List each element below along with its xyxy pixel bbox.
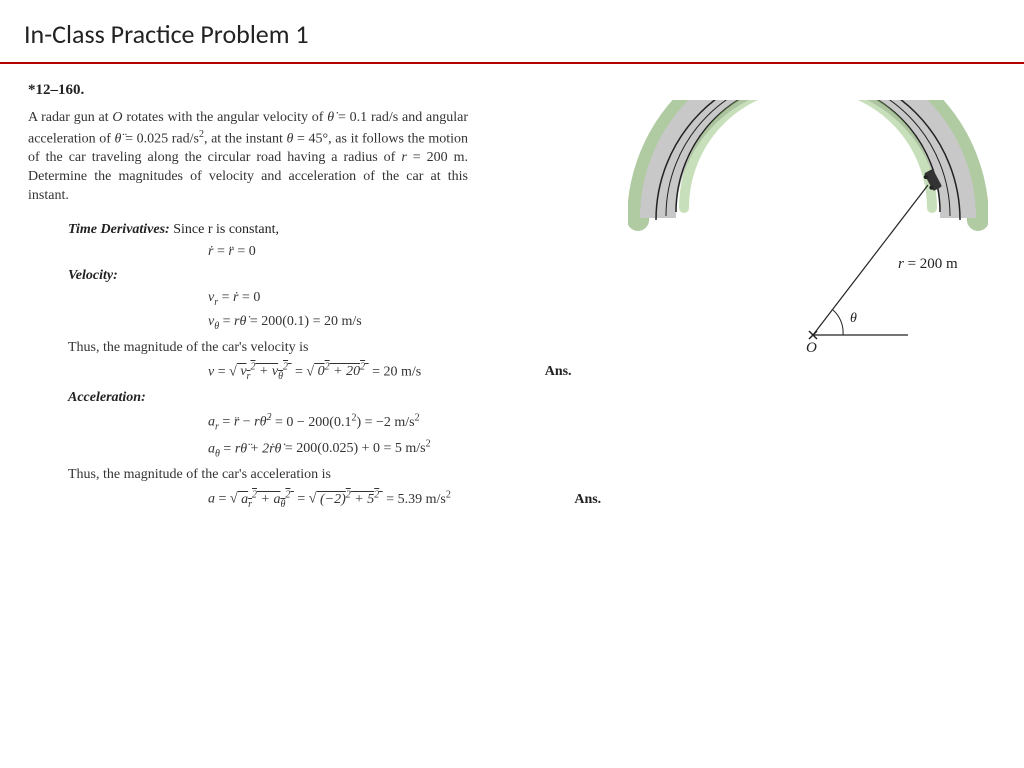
- content-area: *12–160. A radar gun at O rotates with t…: [0, 82, 1024, 516]
- eq-amag: a = √ ar2 + aθ2 = √ (−2)2 + 52 = 5.39 m/…: [208, 489, 608, 509]
- origin-label: O: [806, 340, 817, 356]
- eq-vtheta: vθ = rθ̇ = 200(0.1) = 20 m/s: [208, 314, 608, 332]
- solution-column: *12–160. A radar gun at O rotates with t…: [28, 82, 618, 516]
- eq-vr: vr = ṙ = 0: [208, 290, 608, 308]
- eq-ar: ar = r̈ − rθ̇2 = 0 − 200(0.12) = −2 m/s2: [208, 412, 608, 432]
- header-divider: [0, 62, 1024, 64]
- acceleration-label: Acceleration:: [68, 390, 608, 406]
- theta-label: θ: [850, 311, 857, 326]
- accel-mag-text: Thus, the magnitude of the car's acceler…: [68, 467, 608, 483]
- slide-title: In-Class Practice Problem 1: [0, 0, 1024, 62]
- eq-atheta: aθ = rθ̈ + 2ṙθ̇ = 200(0.025) + 0 = 5 m/s…: [208, 439, 608, 459]
- problem-number: *12–160.: [28, 82, 608, 99]
- eq-vmag: v = √ vr2 + vθ2 = √ 02 + 202 = 20 m/s An…: [208, 362, 608, 382]
- eq-rdot: ṙ = r̈ = 0: [208, 244, 608, 260]
- figure-column: O θ r = 200 m: [618, 82, 996, 516]
- velocity-mag-text: Thus, the magnitude of the car's velocit…: [68, 340, 608, 356]
- problem-statement: A radar gun at O rotates with the angula…: [28, 109, 468, 206]
- time-derivatives-label: Time Derivatives: Since r is constant,: [68, 222, 608, 238]
- radius-label: r = 200 m: [898, 256, 958, 272]
- road-diagram: O θ r = 200 m: [628, 100, 988, 360]
- velocity-label: Velocity:: [68, 268, 608, 284]
